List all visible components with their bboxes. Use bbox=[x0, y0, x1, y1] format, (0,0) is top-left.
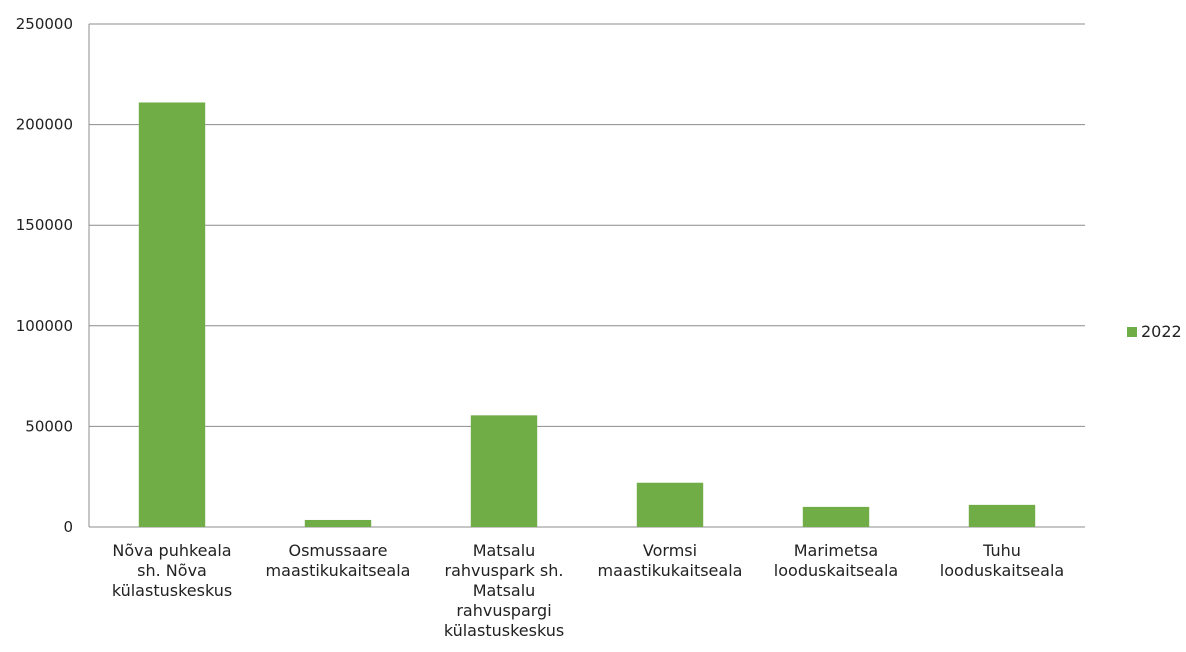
legend: 2022 bbox=[1127, 322, 1182, 341]
x-category-label: Nõva puhkeala sh. Nõva külastuskeskus bbox=[112, 541, 232, 600]
x-category-label-line: maastikukaitseala bbox=[598, 561, 743, 580]
x-category-label-line: rahvuspargi bbox=[456, 601, 551, 620]
x-category-label-line: Nõva puhkeala bbox=[112, 541, 231, 560]
x-category-label-line: külastuskeskus bbox=[112, 581, 232, 600]
x-category-label-line: Tuhu bbox=[982, 541, 1021, 560]
bar-5 bbox=[802, 506, 870, 527]
x-category-label-line: Osmussaare bbox=[288, 541, 387, 560]
y-tick-label: 200000 bbox=[16, 116, 73, 134]
x-category-label: Matsalu rahvuspark sh. Matsalu rahvuspargi k… bbox=[444, 541, 564, 640]
x-category-label: Vormsi maastikukaitseala bbox=[598, 541, 743, 580]
x-category-label-line: Vormsi bbox=[643, 541, 697, 560]
y-tick-label: 150000 bbox=[16, 216, 73, 234]
x-category-label-line: Matsalu bbox=[473, 541, 536, 560]
bar-4 bbox=[636, 482, 704, 527]
bar-3 bbox=[470, 415, 538, 527]
legend-swatch-2022 bbox=[1127, 326, 1137, 337]
x-category-label-line: looduskaitseala bbox=[940, 561, 1064, 580]
x-category-label-line: looduskaitseala bbox=[774, 561, 898, 580]
x-category-label-line: Marimetsa bbox=[794, 541, 878, 560]
y-tick-label: 0 bbox=[63, 518, 73, 536]
y-tick-label: 100000 bbox=[16, 317, 73, 335]
y-tick-label: 250000 bbox=[16, 15, 73, 33]
y-tick-label: 50000 bbox=[25, 417, 73, 435]
x-category-label-line: sh. Nõva bbox=[137, 561, 207, 580]
bar-2 bbox=[304, 519, 372, 527]
legend-label-2022: 2022 bbox=[1141, 322, 1182, 341]
x-category-label: Marimetsa looduskaitseala bbox=[774, 541, 898, 580]
x-category-label-line: rahvuspark sh. bbox=[445, 561, 564, 580]
bar-1 bbox=[138, 102, 206, 527]
bar-6 bbox=[968, 504, 1036, 527]
x-category-label-line: maastikukaitseala bbox=[266, 561, 411, 580]
x-category-label: Tuhu looduskaitseala bbox=[940, 541, 1064, 580]
x-category-label-line: Matsalu bbox=[473, 581, 536, 600]
x-category-label: Osmussaare maastikukaitseala bbox=[266, 541, 411, 580]
x-category-label-line: külastuskeskus bbox=[444, 621, 564, 640]
